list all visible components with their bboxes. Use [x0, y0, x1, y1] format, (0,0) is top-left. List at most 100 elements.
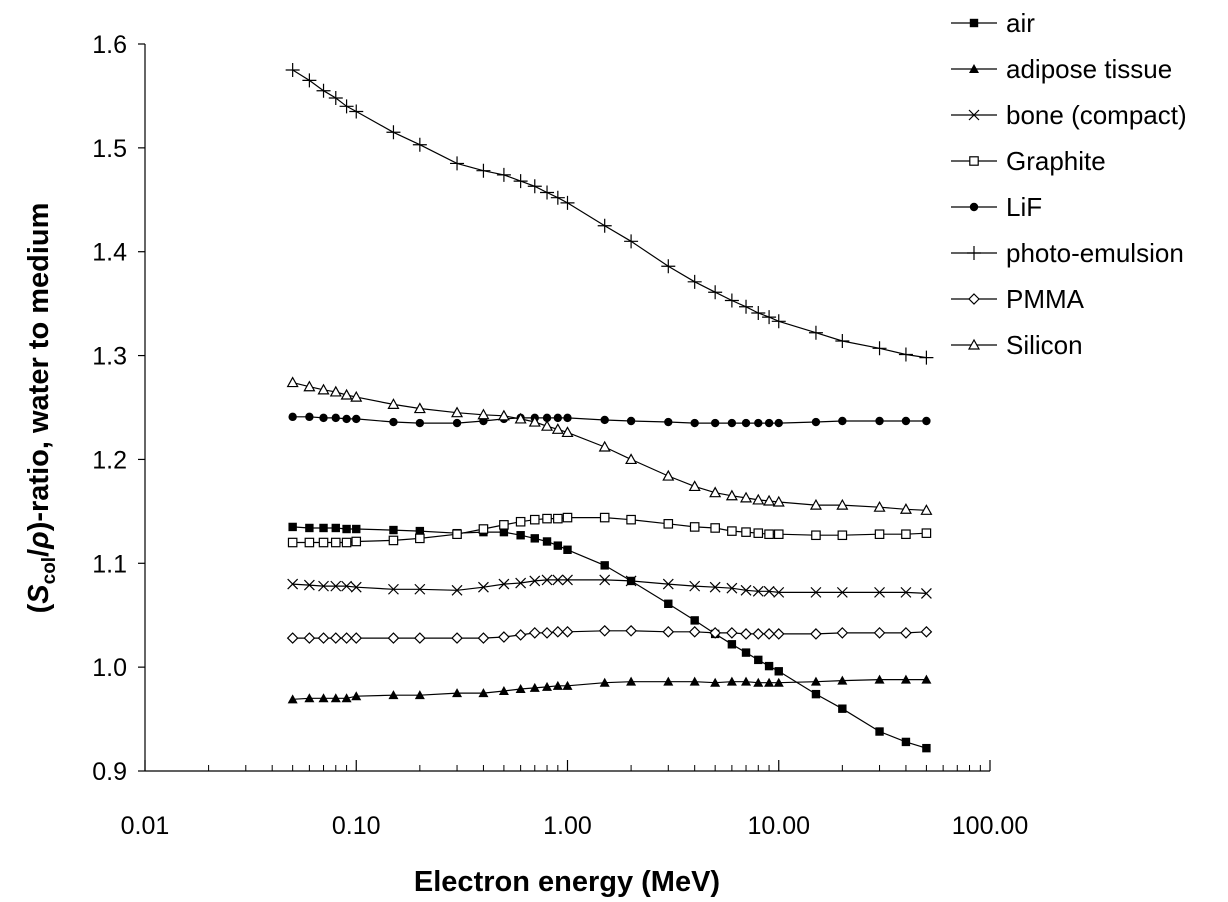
y-axis-title-slash: / [23, 549, 55, 557]
data-point-pmma [329, 632, 342, 644]
data-point-photo-emulsion [412, 137, 427, 152]
data-point-lif [288, 412, 297, 422]
data-point-silicon [561, 426, 574, 438]
data-point-lif [342, 414, 351, 424]
data-point-lif [875, 416, 884, 426]
data-point-air [563, 545, 572, 554]
data-point-air [288, 522, 297, 532]
data-point-silicon [752, 493, 765, 505]
data-point-graphite [351, 536, 362, 547]
series-markers-pmma [286, 624, 933, 644]
data-point-air [352, 524, 361, 534]
data-point-pmma [900, 627, 912, 639]
legend-label: Graphite [1006, 146, 1106, 176]
data-point-lif [452, 418, 462, 428]
data-point-pmma [763, 628, 775, 640]
data-point-bone-compact [515, 577, 527, 589]
data-point-lif [838, 416, 847, 426]
data-point-lif [352, 414, 361, 424]
data-point-air [319, 523, 328, 533]
legend-label: air [1006, 8, 1035, 38]
data-point-graphite [811, 530, 821, 541]
data-point-air [838, 704, 847, 713]
data-point-silicon [772, 495, 785, 507]
data-point-bone-compact [562, 574, 573, 586]
data-point-graphite [663, 519, 674, 529]
data-point-air [499, 527, 509, 537]
data-point-graphite [515, 516, 526, 527]
data-point-pmma [498, 631, 510, 643]
y-tick-label: 0.9 [92, 758, 127, 786]
data-point-bone-compact [287, 578, 299, 590]
data-point-bone-compact [341, 580, 353, 592]
legend-label: LiF [1006, 192, 1042, 222]
data-point-bone-compact [709, 581, 721, 593]
data-point-silicon [920, 504, 933, 515]
series-line-silicon [292, 382, 927, 511]
data-point-pmma [551, 625, 564, 638]
data-point-photo-emulsion [739, 299, 754, 314]
data-point-adipose-tissue [452, 688, 463, 698]
data-point-adipose-tissue [874, 674, 885, 684]
data-point-silicon [625, 453, 638, 465]
data-point-photo-emulsion [898, 347, 913, 362]
series-markers-bone-compact [287, 574, 932, 599]
data-point-adipose-tissue [599, 677, 610, 687]
data-point-adipose-tissue [351, 691, 362, 701]
data-point-graphite [626, 514, 636, 525]
data-point-pmma [317, 632, 330, 644]
data-point-photo-emulsion [328, 91, 343, 106]
data-point-silicon [551, 423, 564, 434]
data-point-bone-compact [541, 574, 553, 586]
data-point-air [754, 655, 763, 665]
data-point-bone-compact [900, 586, 912, 598]
data-point-bone-compact [350, 581, 362, 593]
x-tick-label: 0.01 [121, 812, 170, 840]
data-point-pmma [740, 628, 752, 640]
data-point-silicon [477, 408, 490, 420]
data-point-graphite [415, 533, 425, 544]
legend-marker [969, 18, 979, 28]
data-point-adipose-tissue [414, 690, 425, 700]
data-point-photo-emulsion [496, 167, 511, 182]
data-point-silicon [688, 480, 701, 492]
data-point-adipose-tissue [318, 693, 329, 703]
data-point-pmma [451, 632, 463, 644]
data-point-adipose-tissue [330, 693, 341, 703]
axes: 0.9 1.0 1.1 1.2 1.3 1.4 1.5 1.6 0.01 0.10 1.00 10.0… [92, 31, 1028, 840]
y-tick-label: 1.6 [92, 31, 127, 59]
data-point-graphite [452, 529, 462, 540]
data-point-lif [389, 417, 398, 427]
data-point-bone-compact [303, 579, 315, 591]
data-point-adipose-tissue [304, 693, 315, 703]
series-line-bone-compact [292, 579, 927, 594]
data-point-graphite [753, 528, 764, 538]
data-point-graphite [341, 537, 352, 548]
data-point-air [764, 661, 774, 671]
data-point-bone-compact [752, 585, 764, 597]
series-markers-silicon [286, 376, 933, 515]
data-point-pmma [340, 632, 353, 644]
data-point-silicon [763, 494, 776, 506]
data-point-pmma [772, 628, 785, 640]
data-point-lif [690, 418, 699, 428]
data-point-pmma [873, 627, 886, 639]
data-point-adipose-tissue [710, 677, 721, 687]
data-point-bone-compact [498, 578, 510, 590]
data-point-pmma [752, 628, 765, 640]
data-point-adipose-tissue [498, 686, 509, 696]
data-point-bone-compact [836, 586, 848, 598]
data-point-adipose-tissue [663, 676, 674, 686]
data-point-bone-compact [810, 586, 822, 598]
data-point-bone-compact [330, 580, 342, 592]
data-point-adipose-tissue [626, 676, 637, 686]
series-markers-photo-emulsion [285, 62, 934, 365]
data-point-silicon [317, 383, 330, 395]
series-line-adipose-tissue [292, 679, 927, 700]
data-point-silicon [514, 412, 527, 424]
data-point-pmma [662, 625, 675, 638]
data-point-pmma [514, 629, 527, 641]
legend-marker [967, 338, 981, 350]
legend-entry-silicon: Silicon [951, 330, 1083, 360]
